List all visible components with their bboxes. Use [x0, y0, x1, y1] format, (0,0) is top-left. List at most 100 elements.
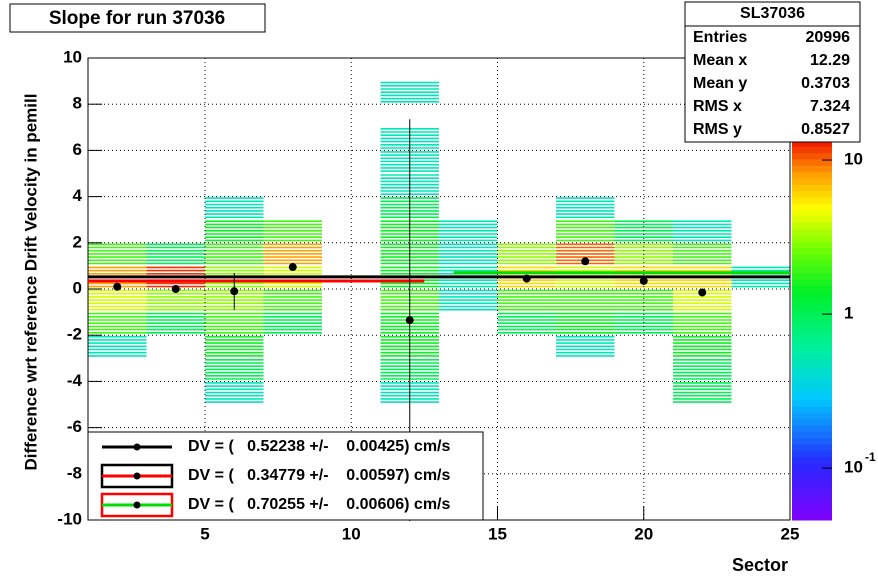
- profile-point: [113, 282, 122, 291]
- colorbar-cell: [792, 235, 832, 242]
- colorbar-cell: [792, 216, 832, 223]
- colorbar-cell: [792, 437, 832, 445]
- colorbar-cell: [792, 203, 832, 211]
- heat-cell: [614, 312, 673, 334]
- colorbar-cell: [792, 374, 832, 382]
- colorbar-cell: [792, 513, 832, 521]
- heat-cell: [556, 220, 615, 242]
- heat-cell: [673, 312, 732, 334]
- profile-point: [171, 285, 180, 293]
- colorbar-cell: [792, 171, 832, 179]
- y-tick-label: 10: [63, 47, 82, 66]
- colorbar-cell: [792, 450, 832, 458]
- x-axis-label: Sector: [732, 555, 788, 575]
- colorbar-cell: [792, 292, 832, 299]
- colorbar-cell: [792, 406, 832, 413]
- heat-cell: [614, 220, 673, 242]
- z-tick-label: 10: [844, 150, 863, 169]
- y-tick-label: -6: [67, 417, 82, 436]
- stats-box: [684, 1, 861, 143]
- colorbar-cell: [792, 456, 832, 464]
- stats-key: Mean x: [693, 52, 747, 69]
- heat-cell: [88, 312, 147, 334]
- legend-label: DV = ( 0.52238 +/- 0.00425) cm/s: [188, 438, 450, 455]
- colorbar-cell: [792, 197, 832, 204]
- colorbar-cell: [792, 159, 832, 166]
- heat-cell: [205, 220, 264, 242]
- heat-cell: [497, 312, 556, 334]
- stats-key: RMS y: [693, 121, 742, 138]
- stats-value: 20996: [806, 29, 851, 46]
- stats-value: 0.3703: [801, 75, 850, 92]
- profile-point: [581, 257, 590, 266]
- colorbar-cell: [792, 444, 832, 451]
- colorbar-cell: [792, 463, 832, 470]
- x-tick-label: 5: [200, 524, 209, 543]
- colorbar-cell: [792, 152, 832, 160]
- colorbar-cell: [792, 387, 832, 394]
- heat-cell: [673, 335, 732, 357]
- colorbar-cell: [792, 241, 832, 249]
- colorbar-cell: [792, 323, 832, 331]
- legend-marker: [133, 472, 141, 480]
- stats-key: Mean y: [693, 75, 747, 92]
- heat-cell: [439, 289, 498, 311]
- y-tick-label: 0: [73, 278, 82, 297]
- colorbar-cell: [792, 482, 832, 489]
- y-tick-label: -8: [67, 463, 82, 482]
- legend-label: DV = ( 0.34779 +/- 0.00597) cm/s: [188, 467, 450, 484]
- y-tick-label: -10: [57, 509, 82, 528]
- colorbar-cell: [792, 507, 832, 515]
- colorbar-cell: [792, 178, 832, 185]
- heat-cell: [205, 312, 264, 334]
- colorbar-cell: [792, 361, 832, 369]
- colorbar-cell: [792, 355, 832, 363]
- colorbar-cell: [792, 146, 832, 154]
- colorbar-cell: [792, 431, 832, 439]
- colorbar-cell: [792, 418, 832, 426]
- colorbar-cell: [792, 311, 832, 318]
- x-tick-label: 15: [488, 524, 507, 543]
- heat-cell: [556, 289, 615, 311]
- y-tick-label: -2: [67, 325, 82, 344]
- heat-cell: [205, 243, 264, 265]
- heat-cell: [439, 243, 498, 265]
- heat-cell: [439, 220, 498, 242]
- legend-label: DV = ( 0.70255 +/- 0.00606) cm/s: [188, 496, 450, 513]
- heat-cell: [263, 289, 322, 311]
- stats-key: RMS x: [693, 98, 742, 115]
- colorbar-cell: [792, 336, 832, 344]
- heat-cell: [205, 382, 264, 403]
- colorbar-cell: [792, 165, 832, 173]
- heat-cell: [205, 335, 264, 357]
- colorbar-cell: [792, 266, 832, 274]
- colorbar-cell: [792, 399, 832, 407]
- heat-cell: [497, 289, 556, 311]
- y-tick-label: 8: [73, 94, 82, 113]
- x-tick-label: 10: [342, 524, 361, 543]
- heat-cell: [673, 243, 732, 265]
- colorbar-cell: [792, 285, 832, 293]
- colorbar-cell: [792, 494, 832, 502]
- profile-point: [698, 288, 707, 297]
- heat-cell: [205, 358, 264, 380]
- colorbar-cell: [792, 380, 832, 388]
- colorbar-cell: [792, 140, 832, 147]
- profile-point: [522, 274, 531, 283]
- profile-point: [639, 276, 648, 285]
- colorbar-cell: [792, 469, 832, 477]
- colorbar-cell: [792, 475, 832, 483]
- heat-cell: [497, 243, 556, 265]
- heat-cell: [673, 220, 732, 242]
- colorbar-cell: [792, 247, 832, 255]
- heat-cell: [556, 312, 615, 334]
- colorbar-cell: [792, 228, 832, 236]
- legend-marker: [133, 443, 141, 451]
- z-tick-label: 1: [844, 304, 853, 323]
- y-tick-label: 6: [73, 140, 82, 159]
- x-tick-label: 20: [634, 524, 653, 543]
- heat-cell: [146, 312, 205, 334]
- colorbar-cell: [792, 190, 832, 198]
- colorbar-cell: [792, 209, 832, 217]
